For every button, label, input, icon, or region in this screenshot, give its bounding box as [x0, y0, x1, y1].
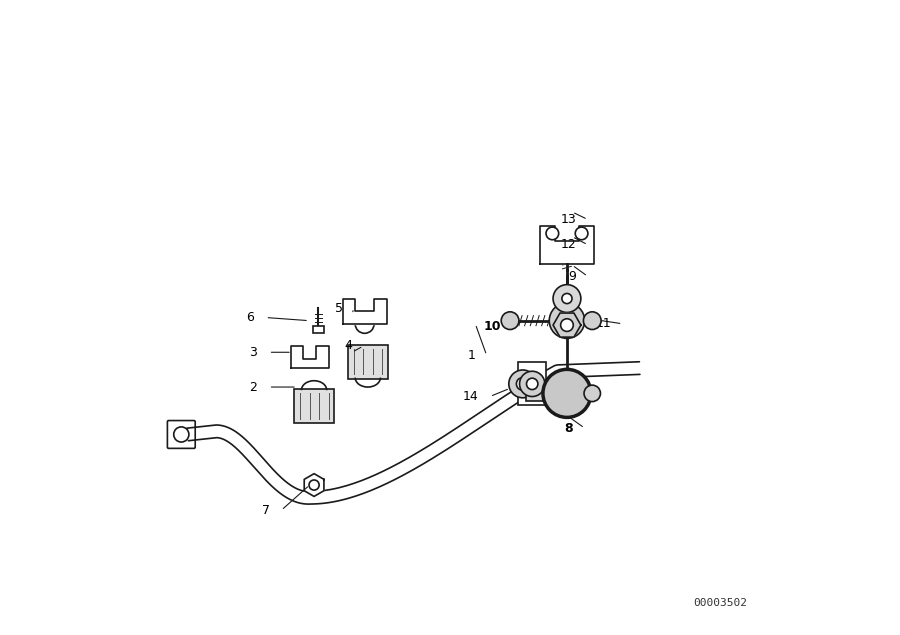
Circle shape	[575, 227, 588, 240]
Circle shape	[583, 312, 601, 330]
Text: 1: 1	[467, 349, 475, 362]
Circle shape	[584, 385, 600, 401]
Circle shape	[174, 427, 189, 442]
Text: 7: 7	[262, 504, 270, 517]
Circle shape	[543, 370, 591, 417]
Circle shape	[508, 370, 536, 398]
Circle shape	[561, 319, 573, 331]
Circle shape	[562, 293, 572, 304]
FancyBboxPatch shape	[518, 362, 546, 405]
Text: 10: 10	[483, 321, 500, 333]
Circle shape	[554, 284, 580, 312]
Circle shape	[549, 303, 585, 338]
Circle shape	[501, 312, 519, 330]
FancyBboxPatch shape	[167, 420, 195, 448]
FancyBboxPatch shape	[347, 345, 388, 379]
Text: 3: 3	[249, 346, 257, 359]
Text: 8: 8	[564, 422, 573, 434]
Bar	[313, 326, 324, 333]
Polygon shape	[554, 313, 580, 337]
Polygon shape	[304, 474, 324, 497]
Text: 9: 9	[569, 270, 576, 283]
Text: 12: 12	[561, 238, 576, 251]
Text: 2: 2	[249, 380, 257, 394]
Text: 4: 4	[344, 340, 352, 352]
Circle shape	[309, 480, 320, 490]
Circle shape	[519, 371, 544, 396]
Text: 5: 5	[335, 302, 343, 314]
Text: 6: 6	[246, 311, 254, 324]
Polygon shape	[343, 298, 387, 324]
Circle shape	[517, 378, 529, 390]
Bar	[526, 386, 544, 401]
Circle shape	[526, 378, 538, 390]
Text: 13: 13	[561, 213, 576, 226]
Text: 14: 14	[463, 390, 479, 403]
Text: 00003502: 00003502	[693, 598, 747, 608]
Polygon shape	[291, 346, 328, 368]
FancyBboxPatch shape	[293, 389, 334, 423]
Text: 11: 11	[596, 318, 611, 330]
Circle shape	[546, 227, 559, 240]
Polygon shape	[540, 226, 593, 264]
